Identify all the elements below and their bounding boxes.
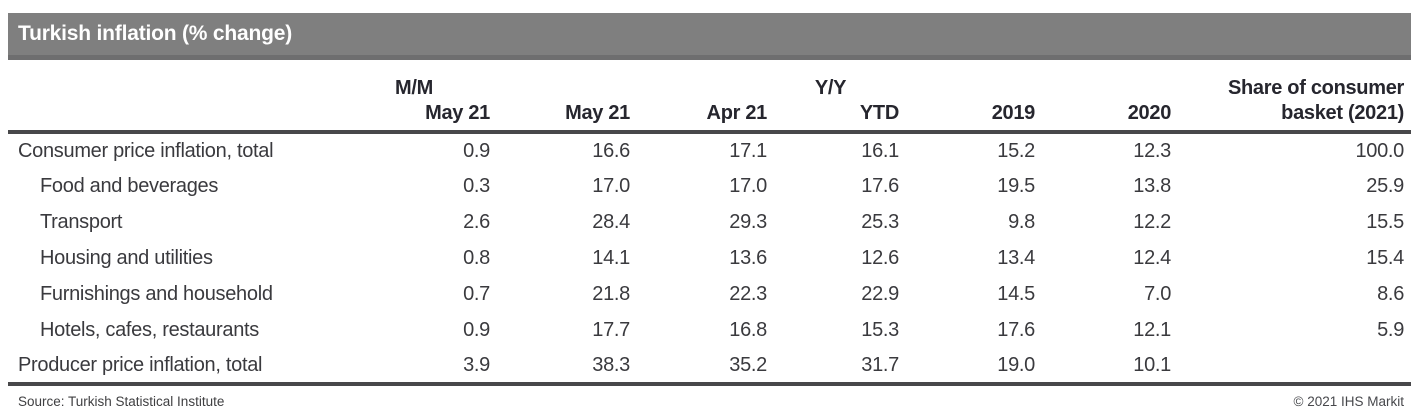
group-header-share: Share of consumer xyxy=(1227,77,1405,99)
row-label: Furnishings and household xyxy=(40,282,273,305)
column-header-ytd: YTD xyxy=(859,102,899,124)
cell-value: 17.6 xyxy=(861,174,899,197)
cell-value: 19.5 xyxy=(997,174,1035,197)
cell-value: 17.0 xyxy=(592,174,630,197)
cell-value: 12.3 xyxy=(1133,139,1172,162)
group-header-mm: M/M xyxy=(395,77,433,99)
cell-value: 25.3 xyxy=(861,210,899,233)
cell-value: 31.7 xyxy=(861,353,899,376)
cell-value: 14.1 xyxy=(592,246,630,269)
cell-value xyxy=(1171,348,1411,384)
row-label: Hotels, cafes, restaurants xyxy=(40,318,259,341)
cell-value: 15.3 xyxy=(861,318,899,341)
cell-value: 16.8 xyxy=(729,318,767,341)
cell-value: 35.2 xyxy=(729,353,767,376)
table-row: Housing and utilities 0.8 14.1 13.6 12.6… xyxy=(8,240,1411,276)
row-label: Transport xyxy=(40,210,123,233)
cell-value: 12.2 xyxy=(1133,210,1172,233)
cell-value: 21.8 xyxy=(592,282,630,305)
inflation-table: M/M Y/Y Share of consumer May 21 May 21 … xyxy=(8,70,1412,386)
column-header-row: May 21 May 21 Apr 21 YTD 2019 2020 baske… xyxy=(8,100,1411,132)
cell-value: 16.6 xyxy=(592,139,630,162)
cell-value: 7.0 xyxy=(1144,282,1172,305)
corner-spacer xyxy=(8,70,338,100)
cell-value: 13.6 xyxy=(729,246,767,269)
cell-value: 10.1 xyxy=(1133,353,1172,376)
column-header-2019: 2019 xyxy=(991,102,1036,124)
group-header-row: M/M Y/Y Share of consumer xyxy=(8,70,1411,100)
cell-value: 15.2 xyxy=(997,139,1035,162)
column-header-yy-apr21: Apr 21 xyxy=(706,102,768,124)
cell-value: 0.9 xyxy=(463,318,490,341)
row-label: Housing and utilities xyxy=(40,246,213,269)
column-header-2020: 2020 xyxy=(1127,102,1172,124)
cell-value: 25.9 xyxy=(1366,174,1405,197)
cell-value: 17.7 xyxy=(592,318,630,341)
table-body: Consumer price inflation, total 0.9 16.6… xyxy=(8,132,1412,384)
table-row: Furnishings and household 0.7 21.8 22.3 … xyxy=(8,276,1411,312)
cell-value: 0.9 xyxy=(463,139,490,162)
cell-value: 12.1 xyxy=(1133,318,1172,341)
table-header: M/M Y/Y Share of consumer May 21 May 21 … xyxy=(8,70,1412,132)
cell-value: 13.4 xyxy=(997,246,1035,269)
cell-value: 14.5 xyxy=(997,282,1035,305)
cell-value: 22.9 xyxy=(861,282,899,305)
footer: Source: Turkish Statistical Institute © … xyxy=(8,394,1411,409)
cell-value: 19.0 xyxy=(997,353,1035,376)
cell-value: 15.5 xyxy=(1366,210,1405,233)
column-header-yy-may21: May 21 xyxy=(565,102,630,124)
column-header-basket: basket (2021) xyxy=(1281,102,1405,124)
table-row: Consumer price inflation, total 0.9 16.6… xyxy=(8,132,1411,168)
cell-value: 16.1 xyxy=(861,139,899,162)
cell-value: 0.8 xyxy=(463,246,490,269)
cell-value: 28.4 xyxy=(592,210,630,233)
column-header-mm-may21: May 21 xyxy=(425,102,490,124)
cell-value: 38.3 xyxy=(592,353,630,376)
title-bar: Turkish inflation (% change) xyxy=(8,13,1411,60)
table-row: Hotels, cafes, restaurants 0.9 17.7 16.8… xyxy=(8,312,1411,348)
row-label: Consumer price inflation, total xyxy=(18,139,274,162)
cell-value: 15.4 xyxy=(1366,246,1405,269)
cell-value: 0.7 xyxy=(463,282,490,305)
row-label: Producer price inflation, total xyxy=(18,353,263,376)
column-header-label-spacer xyxy=(8,100,338,132)
cell-value: 5.9 xyxy=(1377,318,1405,341)
copyright-note: © 2021 IHS Markit xyxy=(1293,394,1405,409)
cell-value: 17.1 xyxy=(729,139,767,162)
cell-value: 22.3 xyxy=(729,282,767,305)
cell-value: 100.0 xyxy=(1355,139,1405,162)
cell-value: 0.3 xyxy=(463,174,490,197)
table-row: Food and beverages 0.3 17.0 17.0 17.6 19… xyxy=(8,168,1411,204)
cell-value: 13.8 xyxy=(1133,174,1172,197)
page-title: Turkish inflation (% change) xyxy=(18,22,293,45)
cell-value: 3.9 xyxy=(463,353,490,376)
cell-value: 9.8 xyxy=(1008,210,1035,233)
group-header-yy: Y/Y xyxy=(814,77,847,99)
cell-value: 17.6 xyxy=(997,318,1035,341)
cell-value: 12.4 xyxy=(1133,246,1172,269)
cell-value: 2.6 xyxy=(463,210,490,233)
cell-value: 12.6 xyxy=(861,246,899,269)
table-row: Producer price inflation, total 3.9 38.3… xyxy=(8,348,1411,384)
row-label: Food and beverages xyxy=(40,174,219,197)
table-row: Transport 2.6 28.4 29.3 25.3 9.8 12.2 15… xyxy=(8,204,1411,240)
cell-value: 29.3 xyxy=(729,210,767,233)
source-note: Source: Turkish Statistical Institute xyxy=(18,394,225,409)
cell-value: 17.0 xyxy=(729,174,767,197)
cell-value: 8.6 xyxy=(1377,282,1405,305)
